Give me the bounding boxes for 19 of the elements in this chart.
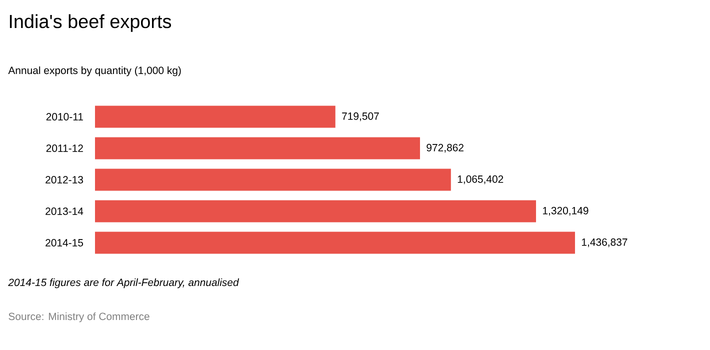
y-tick-label: 2012-13 <box>46 176 84 184</box>
data-label: 719,507 <box>342 112 379 122</box>
data-label: 972,862 <box>426 144 464 153</box>
source-note: Source: Ministry of Commerce <box>8 312 150 322</box>
bar <box>95 137 420 160</box>
bar <box>95 232 576 254</box>
chart-title: India's beef exports <box>10 14 172 32</box>
bar <box>95 106 336 128</box>
bar <box>95 168 451 191</box>
chart-subtitle: Annual exports by quantity (1,000 kg) <box>8 66 181 76</box>
bar <box>95 200 536 222</box>
data-label: 1,436,837 <box>582 238 628 248</box>
y-tick-label: 2011-12 <box>46 144 83 152</box>
y-tick-label: 2014-15 <box>46 239 84 246</box>
data-label: 1,065,402 <box>458 175 504 184</box>
text: 2014-15 figures are for April-February, annualised <box>8 278 240 288</box>
y-tick-label: 2010-11 <box>46 113 83 120</box>
data-label: 1,320,149 <box>543 206 588 216</box>
y-tick-label: 2013-14 <box>46 208 84 215</box>
